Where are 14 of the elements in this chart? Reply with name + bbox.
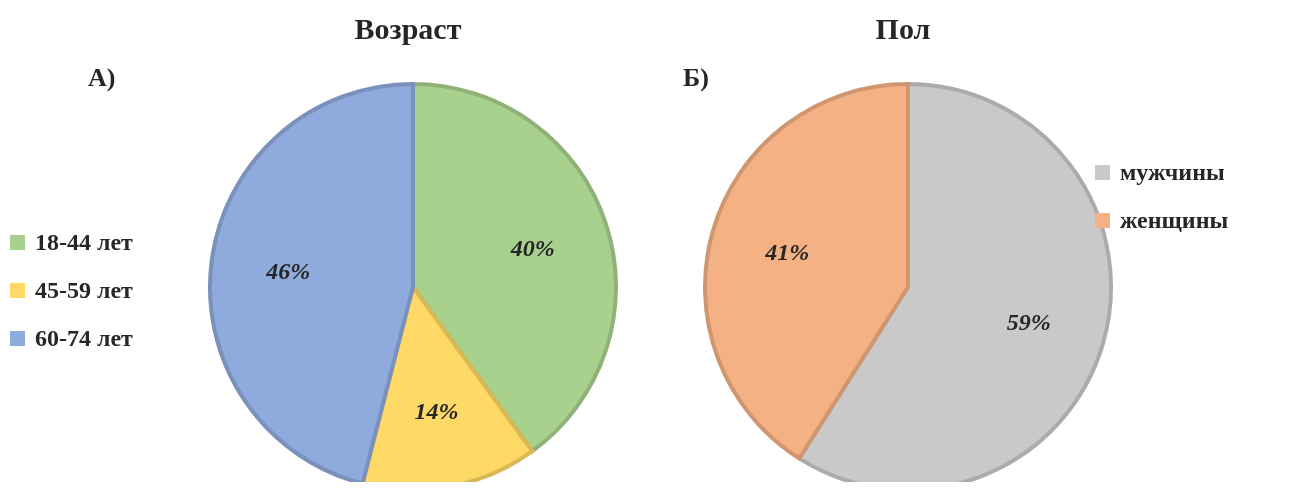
legend-label: мужчины — [1119, 157, 1226, 187]
data-label: 59% — [1006, 309, 1051, 336]
data-label: 46% — [265, 258, 311, 285]
text: Б) — [683, 63, 709, 93]
data-label: 14% — [414, 397, 459, 424]
legend-label: 18-44 лет — [34, 227, 133, 257]
text: А) — [88, 63, 116, 93]
chart-title: Возраст — [353, 12, 463, 46]
legend-label: женщины — [1119, 205, 1229, 235]
legend-label: 45-59 лет — [34, 275, 133, 305]
data-label: 41% — [764, 238, 810, 265]
legend-label: 60-74 лет — [34, 323, 133, 353]
data-label: 40% — [509, 235, 555, 262]
chart-title: Пол — [874, 12, 932, 46]
